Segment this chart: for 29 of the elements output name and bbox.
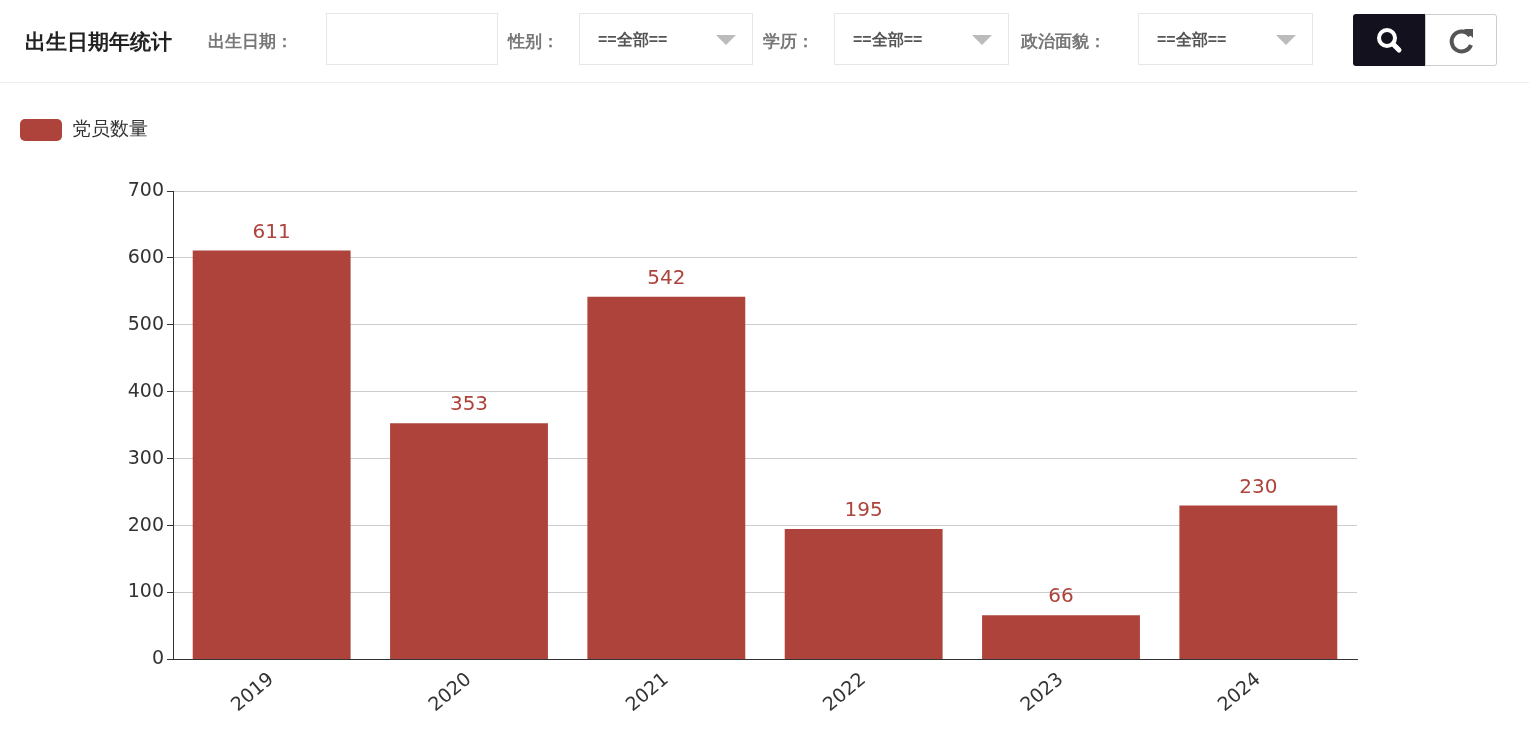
data-label: 611 <box>252 218 291 243</box>
y-tick-label: 100 <box>127 579 164 602</box>
legend-label: 党员数量 <box>71 116 148 139</box>
bar <box>587 296 746 659</box>
y-tick-label: 0 <box>151 646 164 669</box>
bar <box>784 528 943 659</box>
data-label: 542 <box>647 264 686 289</box>
text: 出生日期： <box>208 31 293 53</box>
text: ==全部== <box>1157 30 1227 50</box>
text: ==全部== <box>853 30 923 50</box>
y-tick-label: 400 <box>127 378 164 401</box>
data-label: 195 <box>844 497 883 522</box>
chart-title: 出生日期年统计 <box>25 29 172 55</box>
y-tick-label: 300 <box>127 445 164 468</box>
y-tick-label: 200 <box>127 512 164 535</box>
y-tick-label: 500 <box>127 311 164 334</box>
bar <box>1179 505 1338 659</box>
y-tick-label: 600 <box>127 244 164 267</box>
text: 性别： <box>508 31 559 53</box>
text: 政治面貌： <box>1021 31 1106 53</box>
data-label: 230 <box>1239 473 1278 498</box>
data-label: 353 <box>449 391 489 416</box>
data-label: 66 <box>1048 583 1074 608</box>
text: ==全部== <box>598 30 668 50</box>
bar <box>982 615 1140 659</box>
y-tick-label: 700 <box>127 177 164 200</box>
bar <box>192 250 351 659</box>
bar <box>390 423 548 659</box>
text: 学历： <box>763 31 814 53</box>
